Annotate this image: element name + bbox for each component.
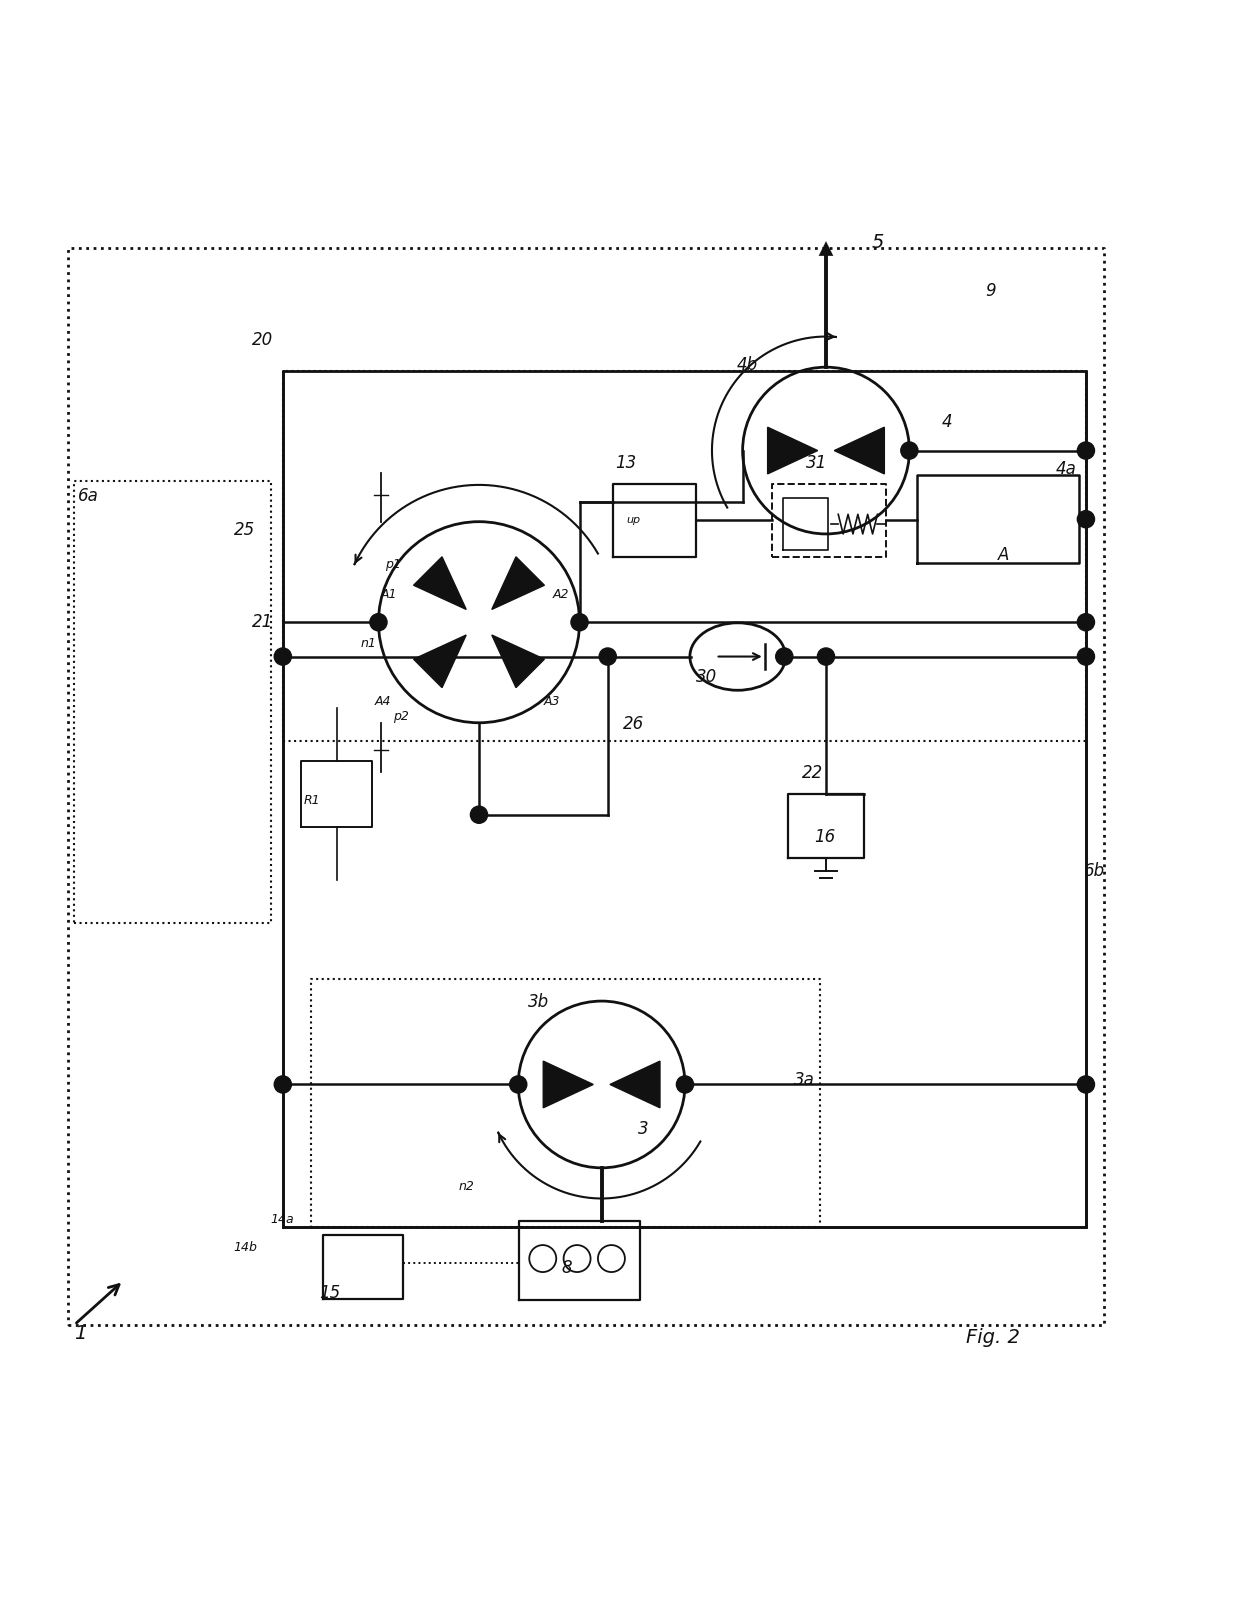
Text: A2: A2 (553, 587, 569, 600)
Polygon shape (610, 1061, 660, 1107)
Circle shape (370, 614, 387, 630)
Text: 3: 3 (639, 1120, 649, 1138)
Polygon shape (768, 427, 817, 474)
Text: 6a: 6a (78, 486, 99, 506)
Text: p1: p1 (384, 558, 401, 571)
Text: 4: 4 (941, 413, 952, 432)
Circle shape (676, 1075, 693, 1093)
Circle shape (1078, 510, 1095, 528)
Circle shape (1078, 1075, 1095, 1093)
Polygon shape (835, 427, 884, 474)
Circle shape (1078, 442, 1095, 459)
Text: 31: 31 (806, 454, 827, 472)
Circle shape (900, 442, 918, 459)
Text: 4a: 4a (1055, 459, 1076, 478)
Text: 16: 16 (813, 827, 835, 846)
Circle shape (510, 1075, 527, 1093)
Text: 21: 21 (252, 613, 273, 632)
Text: R1: R1 (304, 794, 320, 806)
Text: 8: 8 (562, 1259, 572, 1277)
Polygon shape (414, 635, 466, 688)
Polygon shape (414, 557, 466, 610)
Text: up: up (626, 515, 641, 525)
Text: n2: n2 (458, 1179, 474, 1192)
Text: 9: 9 (986, 282, 996, 301)
Text: A3: A3 (544, 696, 560, 709)
Text: 13: 13 (615, 454, 636, 472)
Text: A: A (998, 546, 1009, 563)
Circle shape (274, 648, 291, 666)
Text: 15: 15 (320, 1283, 341, 1302)
Text: n1: n1 (360, 637, 376, 650)
Text: 1: 1 (74, 1323, 87, 1342)
Text: A4: A4 (374, 696, 392, 709)
Text: p2: p2 (393, 710, 409, 723)
Circle shape (1078, 614, 1095, 630)
Text: 20: 20 (252, 331, 273, 349)
Text: 14b: 14b (234, 1242, 258, 1254)
Polygon shape (492, 635, 544, 688)
Text: 5: 5 (872, 232, 884, 251)
Polygon shape (492, 557, 544, 610)
Text: Fig. 2: Fig. 2 (966, 1328, 1019, 1347)
Text: 4b: 4b (737, 355, 758, 374)
Text: 30: 30 (696, 669, 717, 686)
Polygon shape (543, 1061, 593, 1107)
Circle shape (599, 648, 616, 666)
Text: 14a: 14a (270, 1213, 294, 1226)
Text: 3a: 3a (794, 1070, 815, 1088)
Text: A1: A1 (381, 587, 397, 600)
Text: 6b: 6b (1084, 862, 1105, 880)
Circle shape (570, 614, 588, 630)
Circle shape (1078, 648, 1095, 666)
Circle shape (274, 1075, 291, 1093)
Text: 26: 26 (622, 715, 644, 733)
Circle shape (470, 806, 487, 824)
Text: 3b: 3b (528, 994, 549, 1011)
Text: 25: 25 (234, 522, 255, 539)
Circle shape (817, 648, 835, 666)
Circle shape (776, 648, 792, 666)
Text: 22: 22 (801, 765, 822, 782)
